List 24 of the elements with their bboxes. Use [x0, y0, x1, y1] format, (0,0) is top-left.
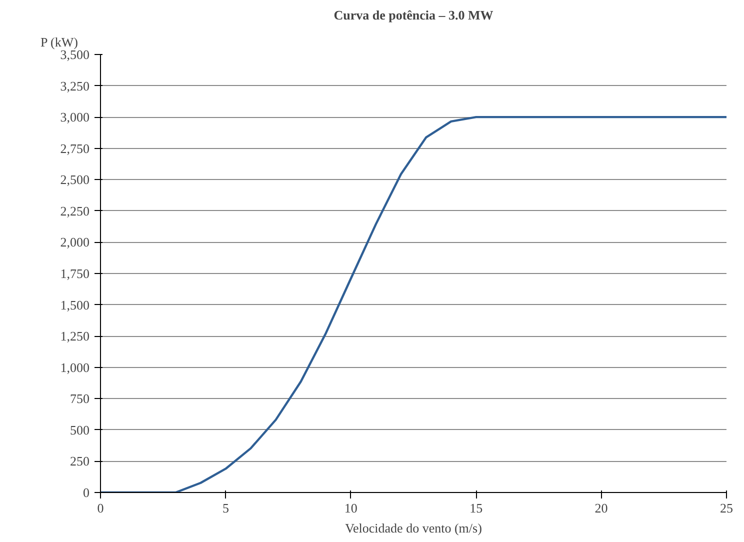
y-tick-label: 250 — [70, 454, 90, 469]
x-tick-label: 20 — [594, 500, 608, 516]
y-tick-label: 750 — [70, 391, 90, 406]
y-tick-label: 0 — [83, 485, 90, 500]
y-tick-label: 1,500 — [60, 297, 90, 312]
y-tick-label: 3,250 — [60, 78, 90, 94]
y-tick-label: 2,750 — [60, 140, 90, 156]
y-tick-label: 1,750 — [60, 266, 90, 281]
y-tick-label: 500 — [70, 422, 90, 438]
x-tick-label: 15 — [470, 500, 483, 516]
x-tick-label: 5 — [222, 500, 229, 516]
y-tick-label: 1,250 — [60, 328, 90, 344]
chart-title: Curva de potência – 3.0 MW — [334, 8, 494, 22]
y-tick-label: 1,000 — [60, 360, 90, 375]
x-tick-label: 25 — [720, 500, 733, 516]
y-axis-title: P (kW) — [40, 34, 78, 50]
y-tick-label: 2,250 — [60, 203, 90, 218]
x-axis-title: Velocidade do vento (m/s) — [345, 520, 482, 536]
x-tick-label: 0 — [97, 500, 104, 516]
y-tick-label: 2,500 — [60, 172, 90, 188]
x-tick-label: 10 — [344, 500, 358, 516]
y-tick-label: 2,000 — [60, 234, 90, 250]
y-tick-label: 3,500 — [60, 47, 90, 62]
y-tick-label: 3,000 — [60, 110, 90, 125]
